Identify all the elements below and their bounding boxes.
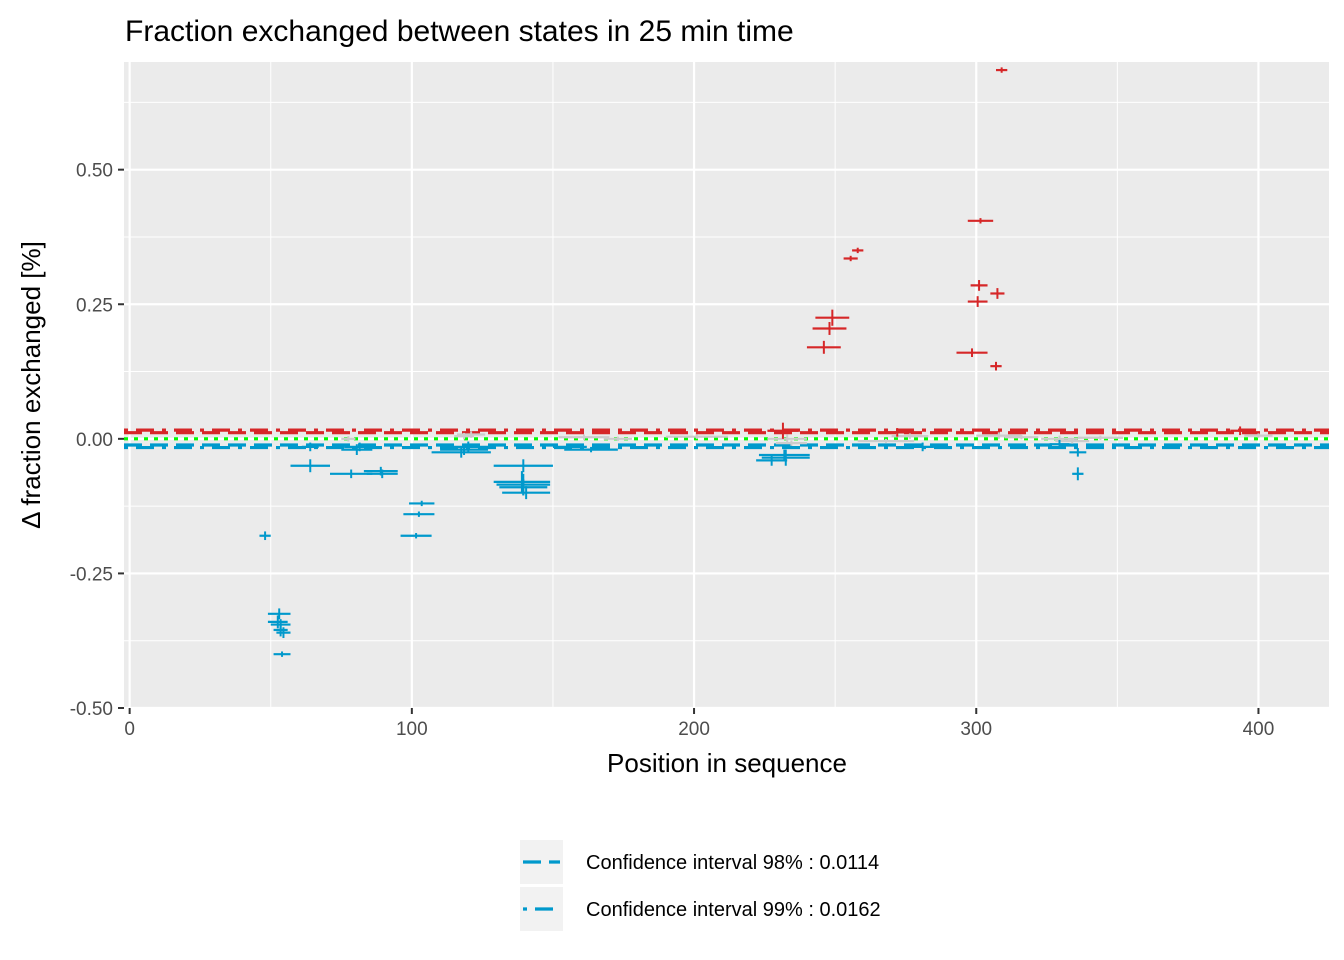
data-point — [976, 432, 1022, 439]
y-tick-label: -0.50 — [70, 699, 113, 720]
data-point — [403, 511, 435, 517]
data-point — [767, 434, 807, 444]
data-point — [1069, 447, 1087, 457]
data-point — [1230, 426, 1250, 436]
y-tick-label: 0.00 — [76, 430, 113, 451]
data-point — [956, 348, 988, 358]
x-tick-label: 400 — [1243, 719, 1275, 740]
data-point — [400, 533, 432, 539]
y-tick-label: 0.50 — [76, 161, 113, 182]
data-point — [456, 431, 486, 438]
data-point — [885, 428, 909, 437]
data-point — [815, 309, 850, 326]
y-axis-title: Δ fraction exchanged [%] — [16, 241, 46, 529]
data-point — [502, 486, 551, 500]
legend-entry: Confidence interval 98% : 0.0114 — [520, 840, 879, 884]
data-point — [341, 436, 356, 442]
data-point — [558, 434, 610, 440]
data-point — [301, 442, 319, 452]
y-tick-label: -0.25 — [70, 564, 113, 585]
data-point — [445, 441, 491, 453]
data-point — [366, 469, 398, 479]
data-point — [911, 442, 934, 452]
reference-lines — [124, 428, 1329, 450]
x-axis-title: Position in sequence — [607, 748, 847, 778]
y-axis: -0.50 -0.25 0.00 0.25 0.50 — [70, 161, 124, 720]
data-point — [409, 500, 435, 507]
legend-label: Confidence interval 99% : 0.0162 — [586, 899, 881, 921]
data-point — [990, 361, 1002, 371]
data-point — [970, 280, 988, 291]
data-point — [564, 446, 618, 453]
data-marks — [259, 67, 1273, 657]
data-point — [276, 627, 291, 639]
data-point — [1244, 433, 1273, 438]
y-tick-label: 0.25 — [76, 295, 113, 316]
data-point — [1049, 439, 1070, 449]
data-point — [990, 288, 1005, 299]
data-point — [493, 471, 551, 493]
data-point — [493, 459, 553, 473]
legend: Confidence interval 98% : 0.0114 Confiden… — [520, 840, 881, 931]
data-point — [603, 436, 632, 441]
data-point — [967, 218, 994, 224]
x-axis: 0 100 200 300 400 — [124, 708, 1274, 740]
chart-title: Fraction exchanged between states in 25 … — [125, 15, 794, 48]
data-point — [1072, 467, 1084, 481]
data-point — [665, 434, 728, 439]
data-point — [1004, 435, 1039, 440]
legend-label: Confidence interval 98% : 0.0114 — [586, 852, 879, 874]
x-tick-label: 300 — [960, 719, 992, 740]
data-point — [267, 615, 288, 629]
data-point — [344, 442, 376, 452]
data-point — [1055, 438, 1090, 444]
data-point — [273, 623, 288, 637]
data-point — [259, 531, 271, 541]
data-point — [775, 440, 807, 446]
data-point — [967, 296, 988, 307]
data-point — [290, 459, 331, 473]
data-point — [843, 255, 858, 262]
data-point — [761, 449, 810, 466]
x-tick-label: 100 — [396, 719, 428, 740]
data-point — [330, 469, 373, 479]
data-point — [1077, 435, 1123, 440]
data-point — [857, 438, 915, 444]
legend-entry: Confidence interval 99% : 0.0162 — [520, 887, 881, 931]
data-point — [996, 67, 1008, 73]
data-point — [273, 651, 291, 657]
data-point — [812, 322, 847, 335]
data-point — [767, 422, 799, 439]
data-point — [806, 340, 841, 354]
data-point — [267, 608, 291, 620]
x-tick-label: 200 — [678, 719, 710, 740]
plot-panel — [124, 62, 1329, 708]
x-tick-label: 0 — [124, 719, 135, 740]
data-point — [852, 247, 864, 254]
